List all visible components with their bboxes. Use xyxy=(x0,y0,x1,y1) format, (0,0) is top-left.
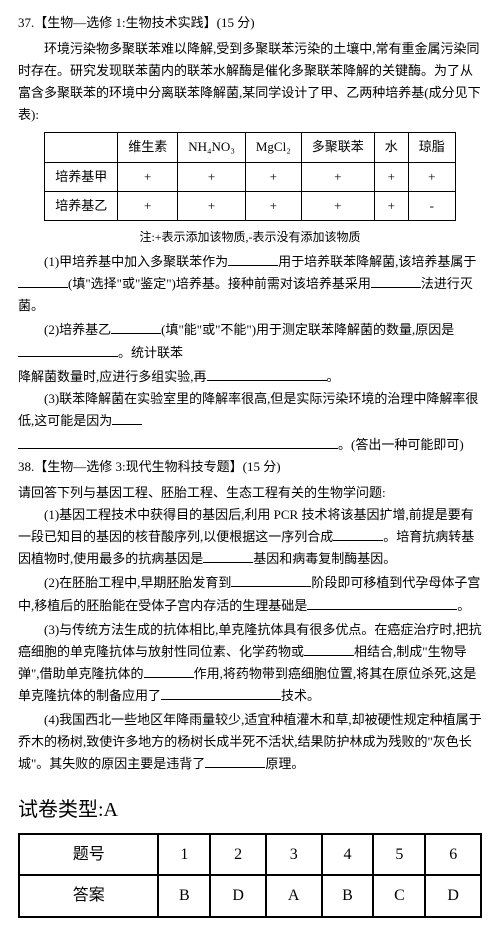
blank xyxy=(231,572,311,587)
blank xyxy=(307,595,457,610)
q38-item4: (4)我国西北一些地区年降雨量较少,适宜种植灌木和草,却被硬性规定种植属于乔木的… xyxy=(18,709,482,775)
th-nh4no3: NH₄NO₃ xyxy=(178,133,246,162)
ans: A xyxy=(266,875,322,916)
question-38: 38.【生物—选修 3:现代生物科技专题】(15 分) 请回答下列与基因工程、胚… xyxy=(18,456,482,775)
qnum: 6 xyxy=(425,834,481,875)
q38-intro: 请回答下列与基因工程、胚胎工程、生态工程有关的生物学问题: xyxy=(18,482,482,504)
paper-type-label: 试卷类型:A xyxy=(18,793,482,827)
blank xyxy=(371,273,421,288)
text: 基因和病毒复制酶基因。 xyxy=(253,551,396,566)
q37-item3-cont: 。(答出一种可能即可) xyxy=(18,434,482,456)
answer-table: 题号 1 2 3 4 5 6 答案 B D A B C D xyxy=(18,833,482,917)
text: 。 xyxy=(327,369,340,384)
blank xyxy=(333,526,383,541)
th-water: 水 xyxy=(374,133,408,162)
blank xyxy=(144,663,194,678)
q37-item2: (2)培养基乙 (填"能"或"不能")用于测定联苯降解菌的数量,原因是。统计联苯 xyxy=(18,319,482,363)
blank xyxy=(228,251,278,266)
qnum: 5 xyxy=(373,834,425,875)
text: (1)甲培养基中加入多聚联苯作为 xyxy=(44,254,228,269)
blank xyxy=(111,319,161,334)
cell: + xyxy=(245,191,301,220)
q38-item2: (2)在胚胎工程中,早期胚胎发育到阶段即可移植到代孕母体子宫中,移植后的胚胎能在… xyxy=(18,572,482,616)
table-row: 培养基甲 + + + + + + xyxy=(45,162,456,191)
cell: + xyxy=(245,162,301,191)
text: 。(答出一种可能即可) xyxy=(338,437,464,452)
text: 原理。 xyxy=(265,756,304,771)
qnum: 1 xyxy=(158,834,210,875)
cell: + xyxy=(374,162,408,191)
q37-header: 37.【生物—选修 1:生物技术实践】(15 分) xyxy=(18,12,482,34)
q37-item2-cont: 降解菌数量时,应进行多组实验,再 。 xyxy=(18,366,482,388)
number-header: 题号 xyxy=(19,834,158,875)
text: (填"能"或"不能")用于测定联苯降解菌的数量,原因是 xyxy=(161,322,454,337)
qnum: 3 xyxy=(266,834,322,875)
blank xyxy=(18,273,68,288)
ans: B xyxy=(158,875,210,916)
text: (2)在胚胎工程中,早期胚胎发育到 xyxy=(44,575,231,590)
th-vitamin: 维生素 xyxy=(118,133,178,162)
cell: + xyxy=(301,162,374,191)
table-header-row: 维生素 NH₄NO₃ MgCl₂ 多聚联苯 水 琼脂 xyxy=(45,133,456,162)
text: (填"选择"或"鉴定")培养基。接种前需对该培养基采用 xyxy=(68,276,371,291)
answer-number-row: 题号 1 2 3 4 5 6 xyxy=(19,834,481,875)
th-mgcl2: MgCl₂ xyxy=(245,133,301,162)
q37-item3: (3)联苯降解菌在实验室里的降解率很高,但是实际污染环境的治理中降解率很低,这可… xyxy=(18,388,482,432)
text: 。统计联苯 xyxy=(118,345,183,360)
q38-item3: (3)与传统方法生成的抗体相比,单克隆抗体具有很多优点。在癌症治疗时,把抗癌细胞… xyxy=(18,619,482,707)
cell: + xyxy=(178,162,246,191)
text: 用于培养联苯降解菌,该培养基属于 xyxy=(278,254,476,269)
q38-header: 38.【生物—选修 3:现代生物科技专题】(15 分) xyxy=(18,456,482,478)
qnum: 4 xyxy=(322,834,374,875)
ans: D xyxy=(210,875,266,916)
cell: + xyxy=(301,191,374,220)
answer-header: 答案 xyxy=(19,875,158,916)
blank xyxy=(304,641,354,656)
ans: B xyxy=(322,875,374,916)
ans: D xyxy=(425,875,481,916)
q37-note: 注:+表示添加该物质,-表示没有添加该物质 xyxy=(18,227,482,247)
ans: C xyxy=(373,875,425,916)
blank xyxy=(18,434,338,449)
th-blank xyxy=(45,133,118,162)
q37-item1: (1)甲培养基中加入多聚联苯作为 用于培养联苯降解菌,该培养基属于 (填"选择"或"… xyxy=(18,251,482,317)
row-label: 培养基乙 xyxy=(45,191,118,220)
cell: + xyxy=(118,191,178,220)
blank xyxy=(161,685,281,700)
qnum: 2 xyxy=(210,834,266,875)
cell: + xyxy=(408,162,455,191)
blank xyxy=(203,548,253,563)
table-row: 培养基乙 + + + + + - xyxy=(45,191,456,220)
row-label: 培养基甲 xyxy=(45,162,118,191)
cell: + xyxy=(118,162,178,191)
cell: - xyxy=(408,191,455,220)
q37-table: 维生素 NH₄NO₃ MgCl₂ 多聚联苯 水 琼脂 培养基甲 + + + + … xyxy=(44,132,456,220)
text: 。 xyxy=(457,598,470,613)
q38-item1: (1)基因工程技术中获得目的基因后,利用 PCR 技术将该基因扩增,前提是要有一… xyxy=(18,504,482,570)
text: (3)联苯降解菌在实验室里的降解率很高,但是实际污染环境的治理中降解率很低,这可… xyxy=(18,391,478,428)
answer-value-row: 答案 B D A B C D xyxy=(19,875,481,916)
text: 技术。 xyxy=(281,688,320,703)
cell: + xyxy=(178,191,246,220)
blank xyxy=(207,366,327,381)
text: (2)培养基乙 xyxy=(44,322,111,337)
th-biphenyl: 多聚联苯 xyxy=(301,133,374,162)
text: 降解菌数量时,应进行多组实验,再 xyxy=(18,369,207,384)
q37-para1: 环境污染物多聚联苯难以降解,受到多聚联苯污染的土壤中,常有重金属污染同时存在。研… xyxy=(18,38,482,126)
th-agar: 琼脂 xyxy=(408,133,455,162)
blank xyxy=(112,410,142,425)
blank xyxy=(205,753,265,768)
question-37: 37.【生物—选修 1:生物技术实践】(15 分) 环境污染物多聚联苯难以降解,… xyxy=(18,12,482,456)
blank xyxy=(18,342,118,357)
cell: + xyxy=(374,191,408,220)
